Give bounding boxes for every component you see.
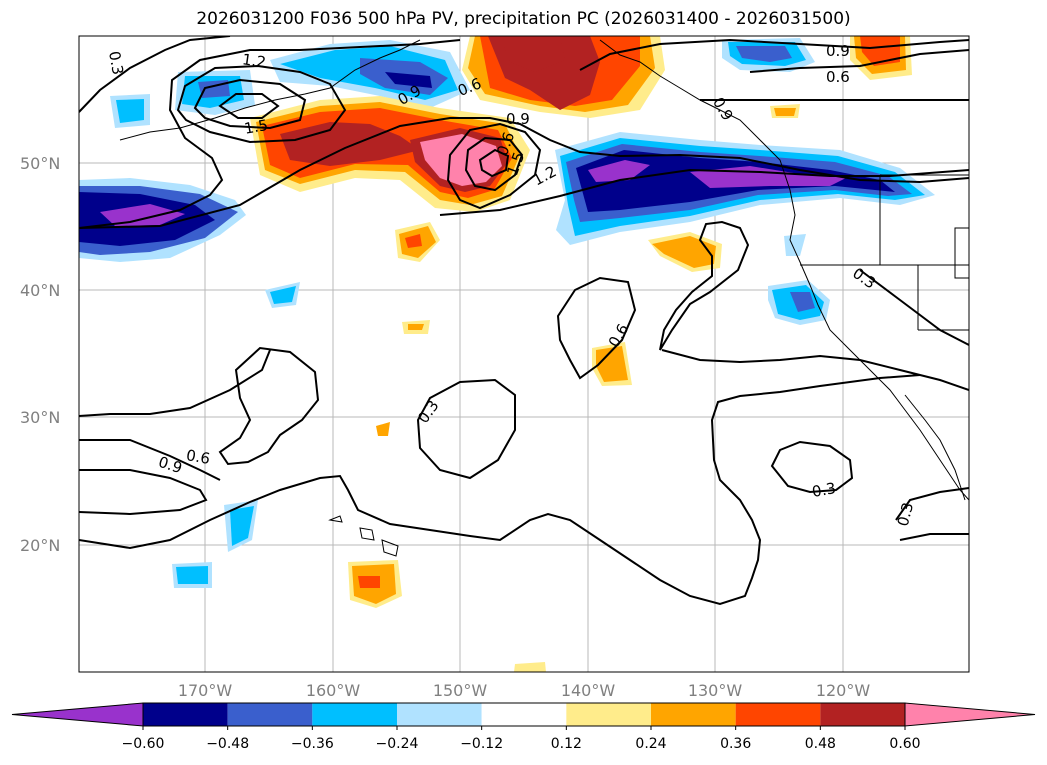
colorbar-tick-label: 0.60 [889,736,920,752]
lat-label: 20°N [20,536,60,555]
pv-contours [79,36,969,606]
map-title: 2026031200 F036 500 hPa PV, precipitatio… [196,9,851,29]
lon-label: 170°W [178,681,233,700]
lon-label: 120°W [816,681,871,700]
colorbar-tick-label: −0.60 [122,736,165,752]
contour-label: 0.3 [894,501,918,529]
map-frame [78,35,970,673]
colorbar-swatch [481,703,567,726]
lat-label: 40°N [20,281,60,300]
contour-label: 1.5 [243,116,270,138]
colorbar-tick-label: 0.12 [551,736,582,752]
lon-label: 150°W [433,681,488,700]
longitude-labels: 170°W 160°W 150°W 140°W 130°W 120°W [178,681,871,700]
latitude-labels: 50°N 40°N 30°N 20°N [20,154,60,555]
colorbar-tick-label: 0.36 [720,736,751,752]
contour-label: 0.6 [826,68,850,86]
colorbar-swatch [566,703,651,726]
colorbar-tick-label: −0.36 [291,736,334,752]
colorbar-tick-label: −0.24 [376,736,419,752]
lat-label: 30°N [20,408,60,427]
contour-labels: 0.3 1.2 1.5 0.9 0.6 0.9 0.6 1.5 1.2 0.9 … [105,42,917,528]
colorbar-swatch [651,703,736,726]
lon-label: 130°W [688,681,743,700]
contour-label: 0.9 [506,110,530,128]
coastlines [119,39,969,557]
colorbar-extend-low [11,702,144,727]
contour-label: 0.9 [826,42,850,60]
colorbar-tick-label: 0.24 [635,736,666,752]
colorbar-extend-high [904,702,1036,727]
colorbar-outline [142,702,906,727]
lon-label: 140°W [561,681,616,700]
colorbar-tick-label: −0.48 [206,736,249,752]
colorbar-swatch [820,703,905,726]
colorbar-swatch [312,703,397,726]
colorbar-swatch [143,703,228,726]
lat-label: 50°N [20,154,60,173]
contour-label: 0.6 [185,446,212,468]
colorbar-swatch [735,703,821,726]
contour-label: 0.3 [811,479,838,501]
colorbar: −0.60 −0.48 −0.36 −0.24 −0.12 0.12 0.24 0.36 0.4… [11,702,1036,752]
contour-label: 1.2 [241,50,267,71]
contour-label: 0.3 [105,50,127,77]
colorbar-swatch [227,703,313,726]
lon-label: 160°W [306,681,361,700]
colorbar-tick-label: 0.48 [805,736,836,752]
colorbar-tick-label: −0.12 [460,736,503,752]
precip-shading [79,36,935,672]
colorbar-swatch [397,703,482,726]
